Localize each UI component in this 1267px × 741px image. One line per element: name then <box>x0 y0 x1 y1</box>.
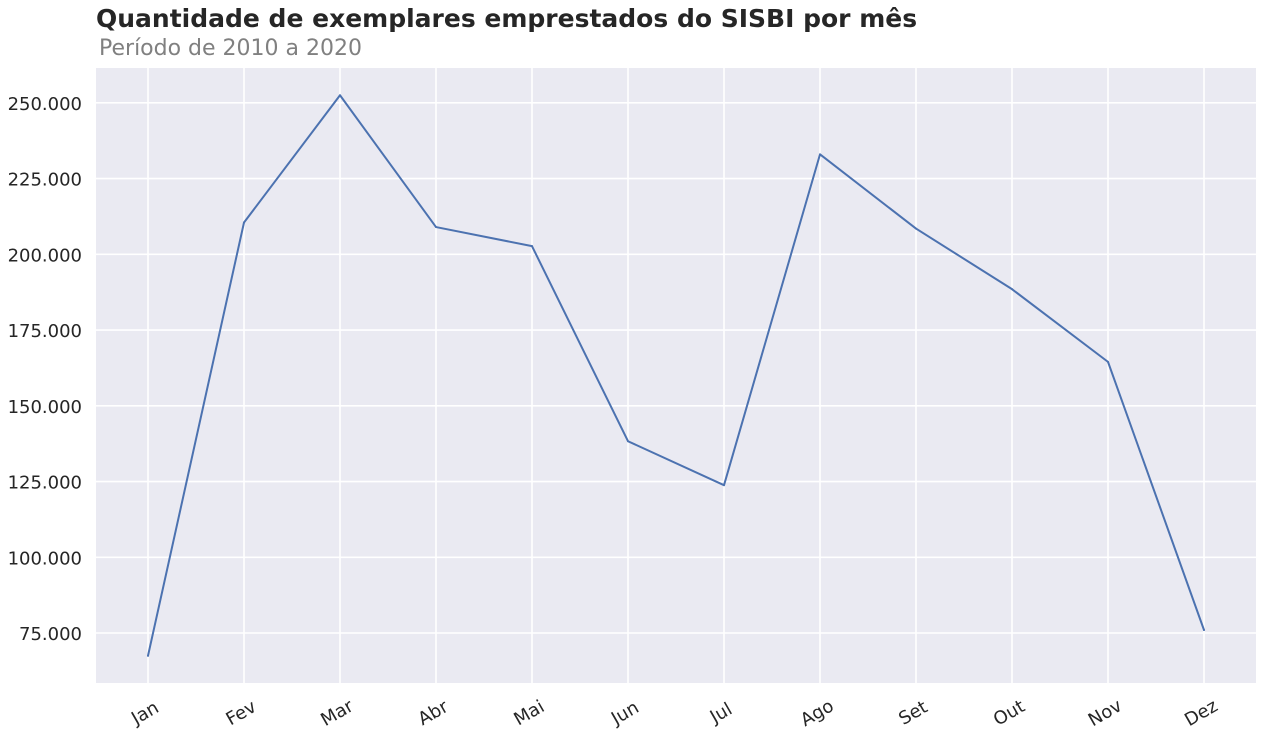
y-tick-label: 100.000 <box>8 548 82 569</box>
x-tick-label: Dez <box>1181 696 1221 731</box>
x-tick-label: Jun <box>607 697 643 730</box>
y-tick-label: 200.000 <box>8 245 82 266</box>
y-axis-tick-labels: 75.000 100.000 125.000 150.000 175.000 200.00… <box>8 94 82 645</box>
x-tick-label: Mai <box>510 696 548 730</box>
data-point <box>339 94 341 97</box>
data-point <box>435 226 437 229</box>
y-tick-label: 150.000 <box>8 397 82 418</box>
y-tick-label: 75.000 <box>19 624 82 645</box>
x-tick-label: Jul <box>706 699 736 729</box>
x-tick-label: Jan <box>127 697 162 730</box>
x-axis-tick-labels: Jan Fev Mar Abr Mai Jun Jul Ago Set Out Nov Dez <box>127 695 1221 731</box>
data-point <box>147 654 149 657</box>
y-tick-label: 225.000 <box>8 170 82 191</box>
data-point <box>723 484 725 487</box>
y-tick-label: 250.000 <box>8 94 82 115</box>
x-gridlines <box>147 68 1205 683</box>
y-tick-label: 125.000 <box>8 473 82 494</box>
series-line <box>147 94 1205 657</box>
plot-area <box>96 68 1256 683</box>
data-point <box>243 221 245 224</box>
x-tick-label: Mar <box>317 695 357 730</box>
x-tick-label: Abr <box>415 696 453 730</box>
x-tick-label: Ago <box>797 695 838 731</box>
x-tick-label: Set <box>895 697 931 730</box>
x-tick-label: Fev <box>223 696 261 730</box>
data-point <box>819 153 821 156</box>
y-gridlines <box>96 102 1256 634</box>
series-group <box>147 94 1205 657</box>
data-point <box>627 440 629 443</box>
data-point <box>915 227 917 230</box>
x-tick-label: Nov <box>1085 695 1126 731</box>
chart-subtitle: Período de 2010 a 2020 <box>99 36 362 61</box>
chart-title: Quantidade de exemplares emprestados do … <box>96 4 918 33</box>
data-point <box>1203 628 1205 631</box>
y-tick-label: 175.000 <box>8 321 82 342</box>
data-point <box>1011 288 1013 291</box>
x-tick-label: Out <box>990 696 1029 731</box>
data-point <box>1107 360 1109 363</box>
data-point <box>531 245 533 248</box>
